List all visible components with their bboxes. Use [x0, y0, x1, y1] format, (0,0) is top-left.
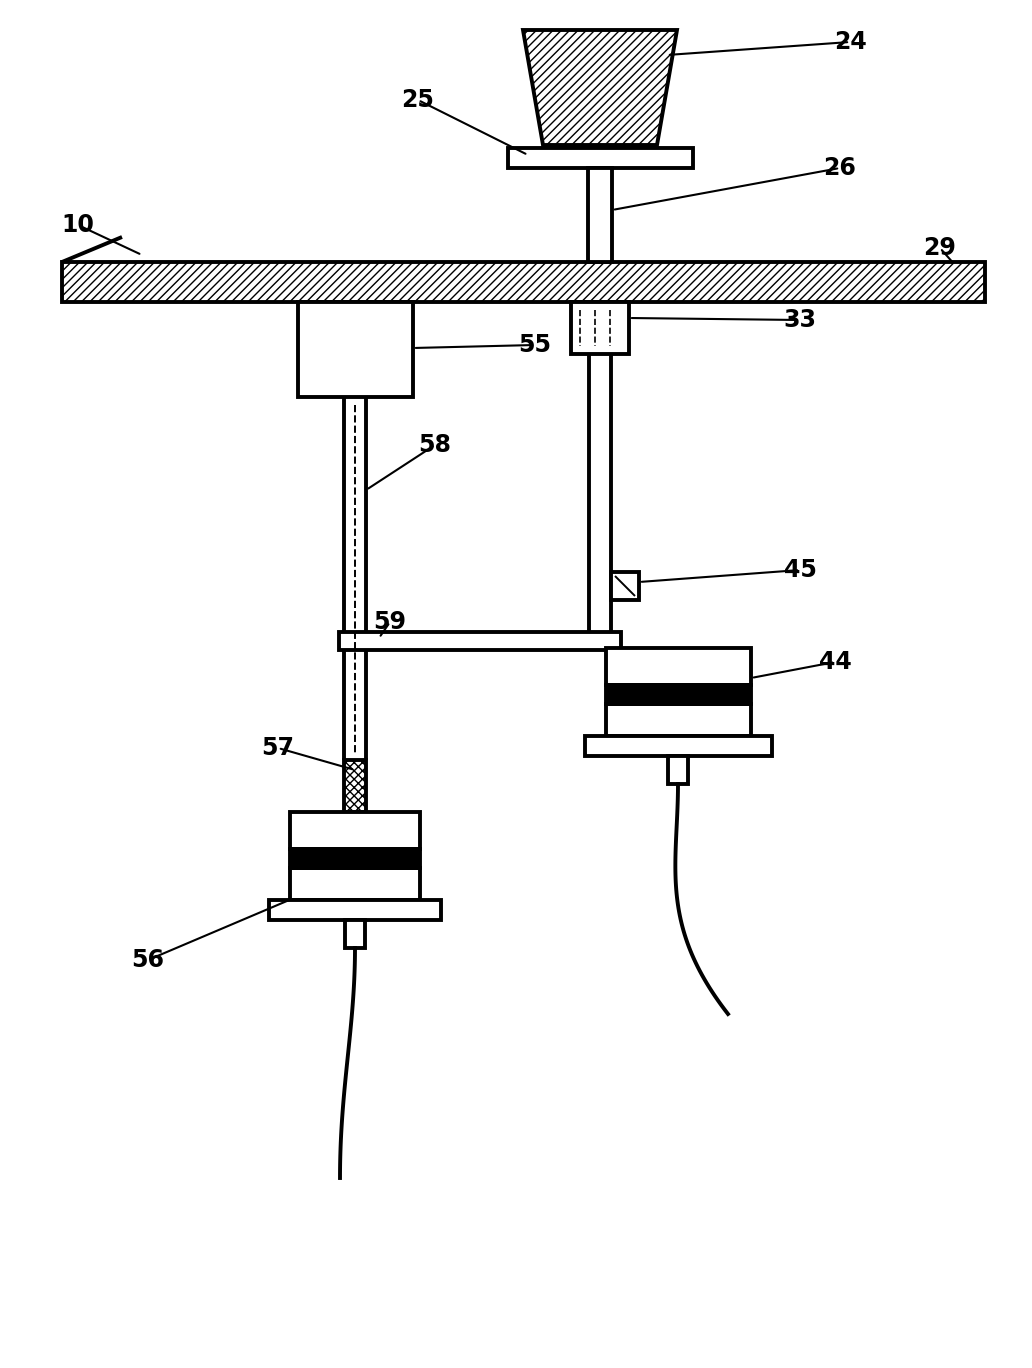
Text: 57: 57 [261, 736, 294, 761]
Bar [508, 148, 694, 168]
Text: 56: 56 [131, 948, 164, 973]
Text: 58: 58 [419, 434, 452, 457]
Bar [571, 302, 628, 354]
Bar [345, 921, 365, 948]
Polygon shape [523, 30, 677, 145]
Bar [668, 757, 688, 784]
Bar [290, 850, 420, 869]
Bar [606, 705, 751, 736]
Text: 59: 59 [374, 610, 407, 633]
Bar [290, 813, 420, 850]
Text: 45: 45 [783, 558, 816, 581]
Text: 29: 29 [924, 237, 957, 260]
Text: 33: 33 [783, 308, 816, 332]
Bar [290, 869, 420, 900]
Bar [269, 900, 441, 921]
Text: 44: 44 [818, 650, 851, 674]
Text: 25: 25 [401, 88, 434, 112]
Bar [606, 648, 751, 685]
Bar [62, 263, 985, 302]
Text: 10: 10 [62, 213, 95, 237]
Bar [606, 685, 751, 705]
Text: 24: 24 [834, 30, 867, 53]
Text: 26: 26 [824, 156, 857, 181]
Bar [611, 572, 639, 601]
Bar [585, 736, 772, 757]
Bar [338, 632, 621, 650]
Bar [588, 168, 612, 263]
Bar [298, 302, 413, 397]
Text: 55: 55 [518, 332, 551, 357]
Bar [344, 761, 366, 813]
